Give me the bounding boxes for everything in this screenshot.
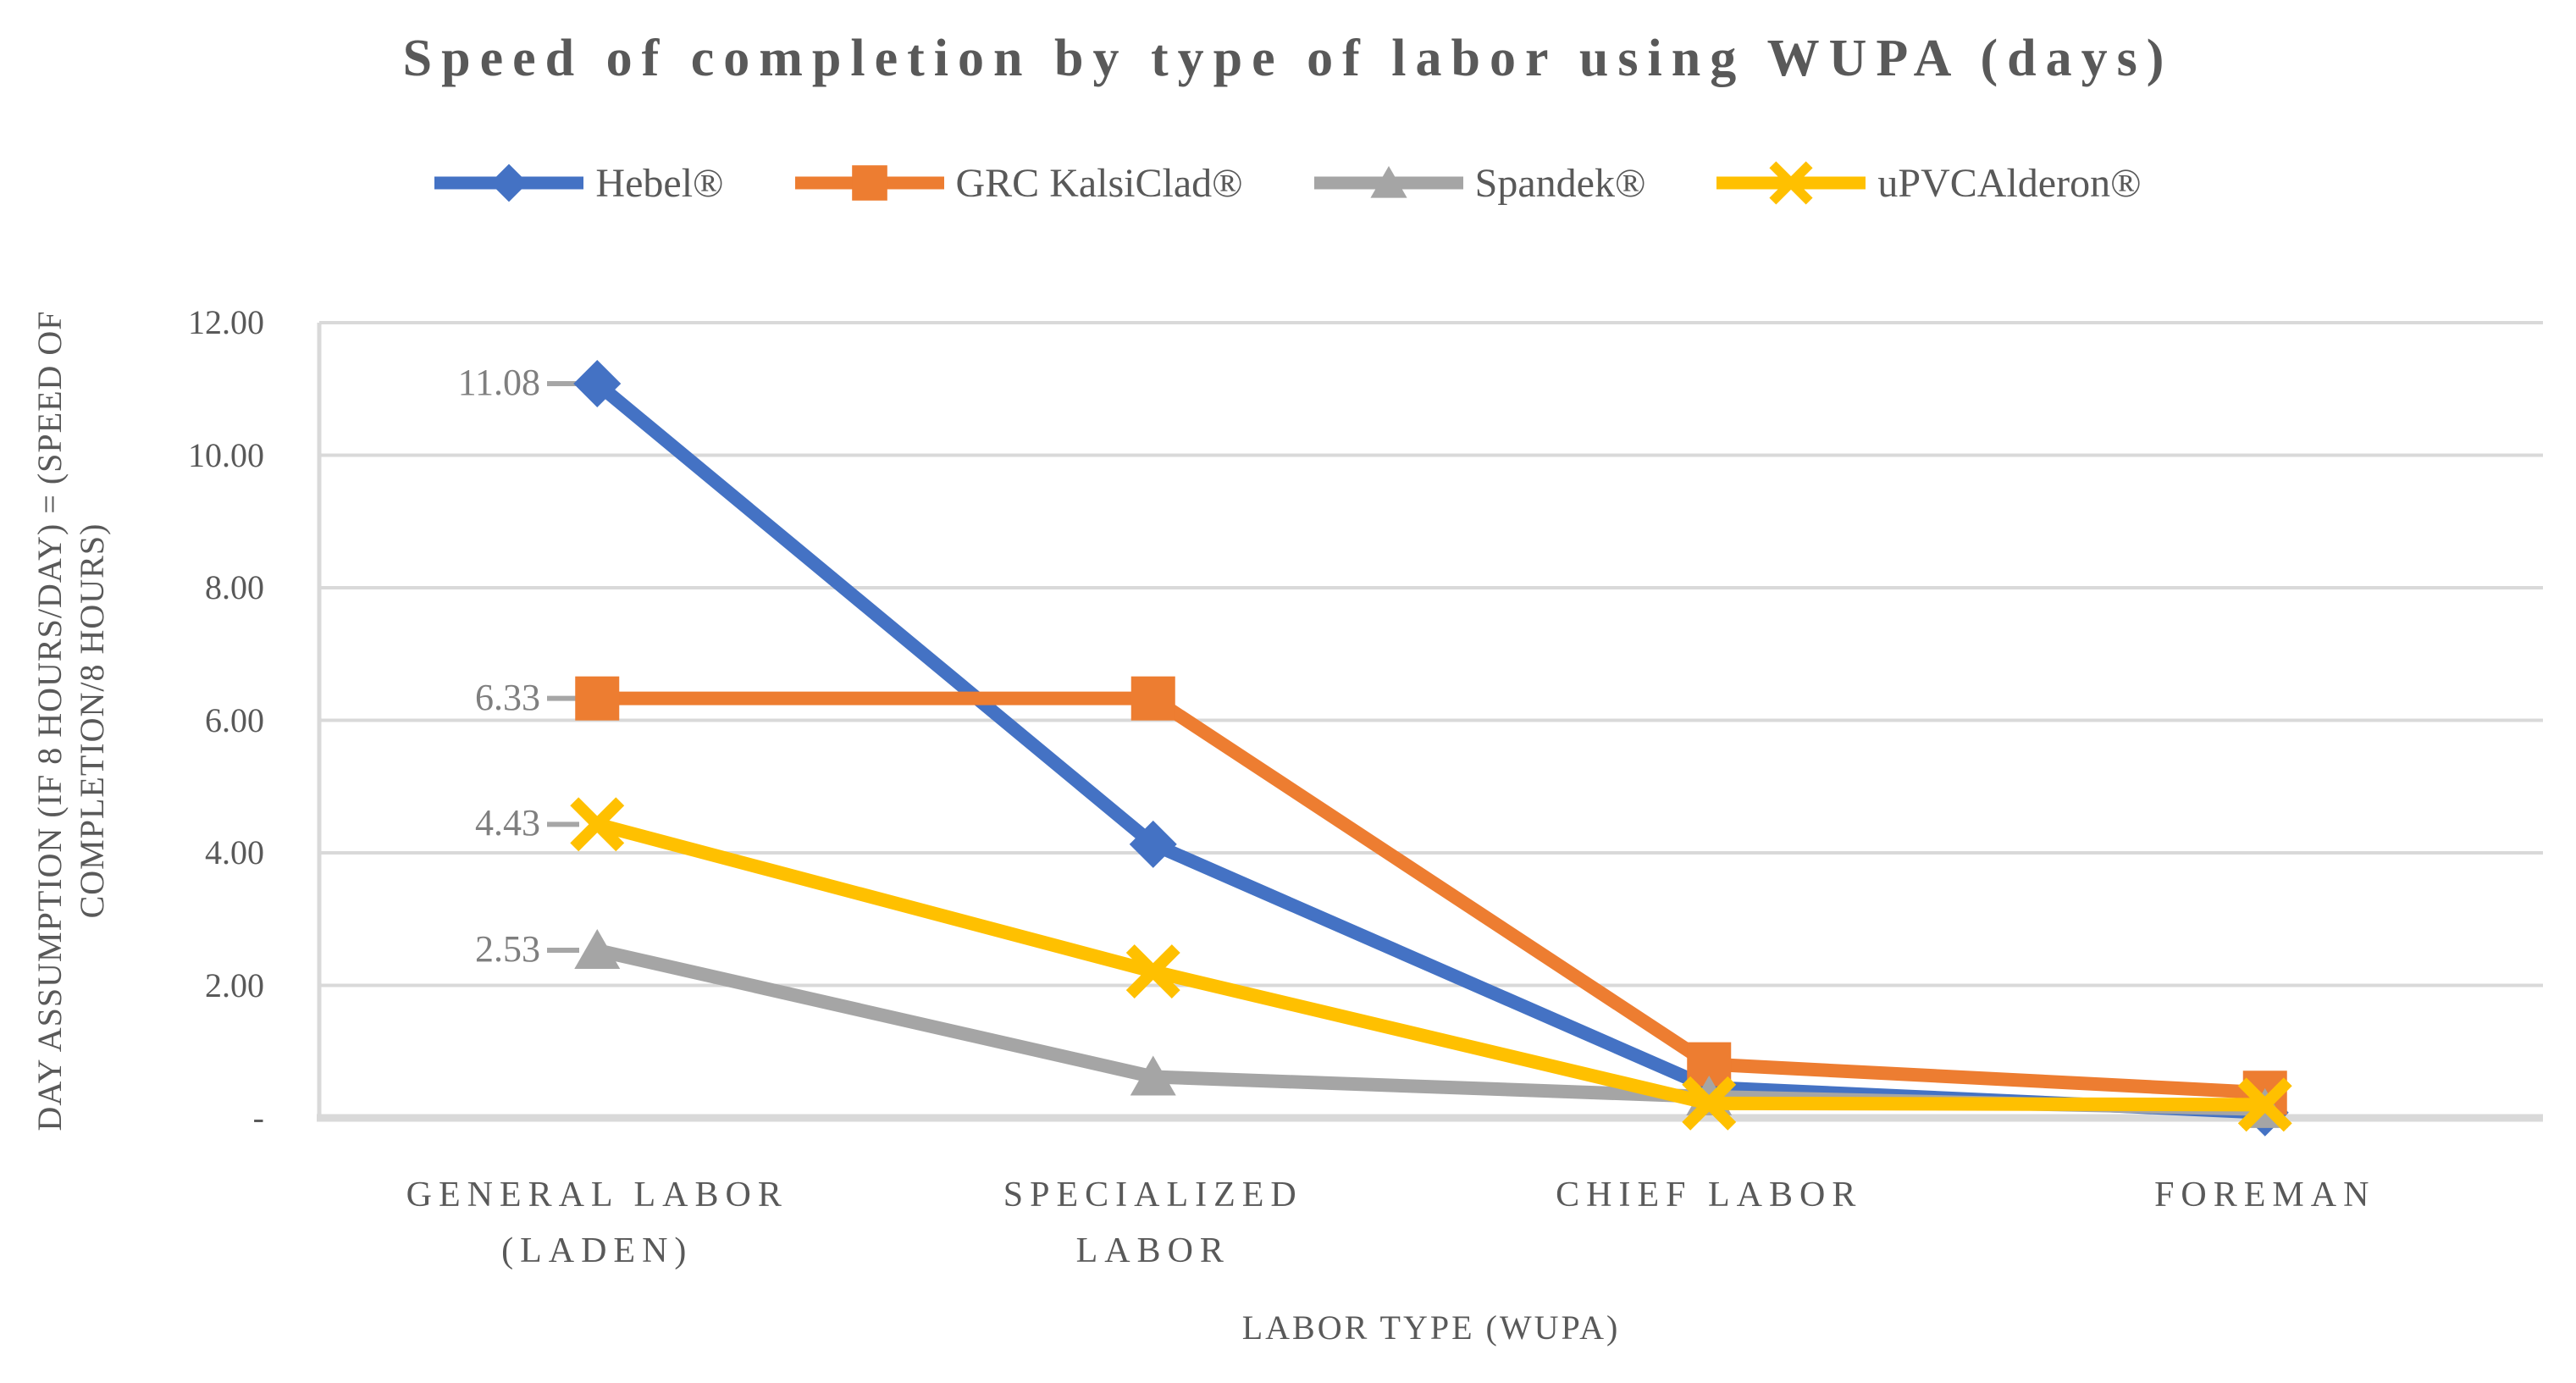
legend-label: uPVCAlderon® [1877,160,2142,206]
triangle-marker [574,929,621,970]
x-marker [2237,1077,2292,1132]
legend-marker-square-icon [794,165,944,201]
x-category-label: SPECIALIZED LABOR [1003,1176,1303,1270]
x-marker [1125,944,1180,999]
legend-item-grc-kalsiclad: GRC KalsiClad® [794,158,1243,208]
y-tick-label: 12.00 [188,303,264,341]
diamond-marker [573,359,622,407]
legend-item-hebel: Hebel® [434,158,724,208]
y-tick-label: - [252,1098,264,1137]
diamond-marker [490,163,528,202]
legend-marker-x-icon [1716,161,1866,205]
x-axis-title: LABOR TYPE (WUPA) [1241,1308,1621,1347]
square-marker [1130,676,1175,721]
triangle-marker [1130,1055,1176,1096]
legend-item-spandek: Spandek® [1313,158,1646,208]
legend-label: Hebel® [595,160,724,206]
square-marker [851,165,887,201]
series-line-1 [590,691,2272,1100]
x-marker [570,797,625,852]
y-axis-title-line: COMPLETION/8 HOURS) [73,523,111,919]
legend-label: GRC KalsiClad® [955,160,1243,206]
series-line-3 [590,817,2272,1112]
x-category-label: CHIEF LABOR [1556,1176,1863,1214]
legend-item-upvcalderon: uPVCAlderon® [1716,158,2142,208]
triangle-marker [1370,166,1407,198]
legend: Hebel® GRC KalsiClad® Spandek® uPVCAlder… [0,158,2576,208]
y-axis-title: DAY ASSUMPTION (IF 8 HOURS/DAY) = (SPEED… [29,310,113,1131]
legend-label: Spandek® [1474,160,1646,206]
y-axis-title-line: DAY ASSUMPTION (IF 8 HOURS/DAY) = (SPEED… [30,310,69,1131]
diamond-marker [1129,820,1177,868]
y-tick-label: 2.00 [205,965,264,1004]
data-label-spandek: 2.53 [475,928,540,971]
data-label-hebel: 11.08 [457,361,540,403]
square-marker [575,676,620,721]
legend-marker-diamond-icon [434,163,584,202]
chart-title: Speed of completion by type of labor usi… [402,30,2174,87]
legend-marker-triangle-icon [1313,166,1463,198]
x-marker [1682,1076,1737,1131]
x-category-label: GENERAL LABOR (LADEN) [406,1176,788,1270]
y-tick-label: 8.00 [205,568,264,606]
x-marker [1769,161,1813,205]
y-tick-label: 6.00 [205,700,264,739]
x-category-label: FOREMAN [2154,1176,2376,1214]
data-label-upvcalderon: 4.43 [475,802,540,844]
y-tick-label: 10.00 [188,435,264,474]
y-tick-label: 4.00 [205,833,264,871]
data-label-grc-kalsiclad: 6.33 [475,676,540,718]
